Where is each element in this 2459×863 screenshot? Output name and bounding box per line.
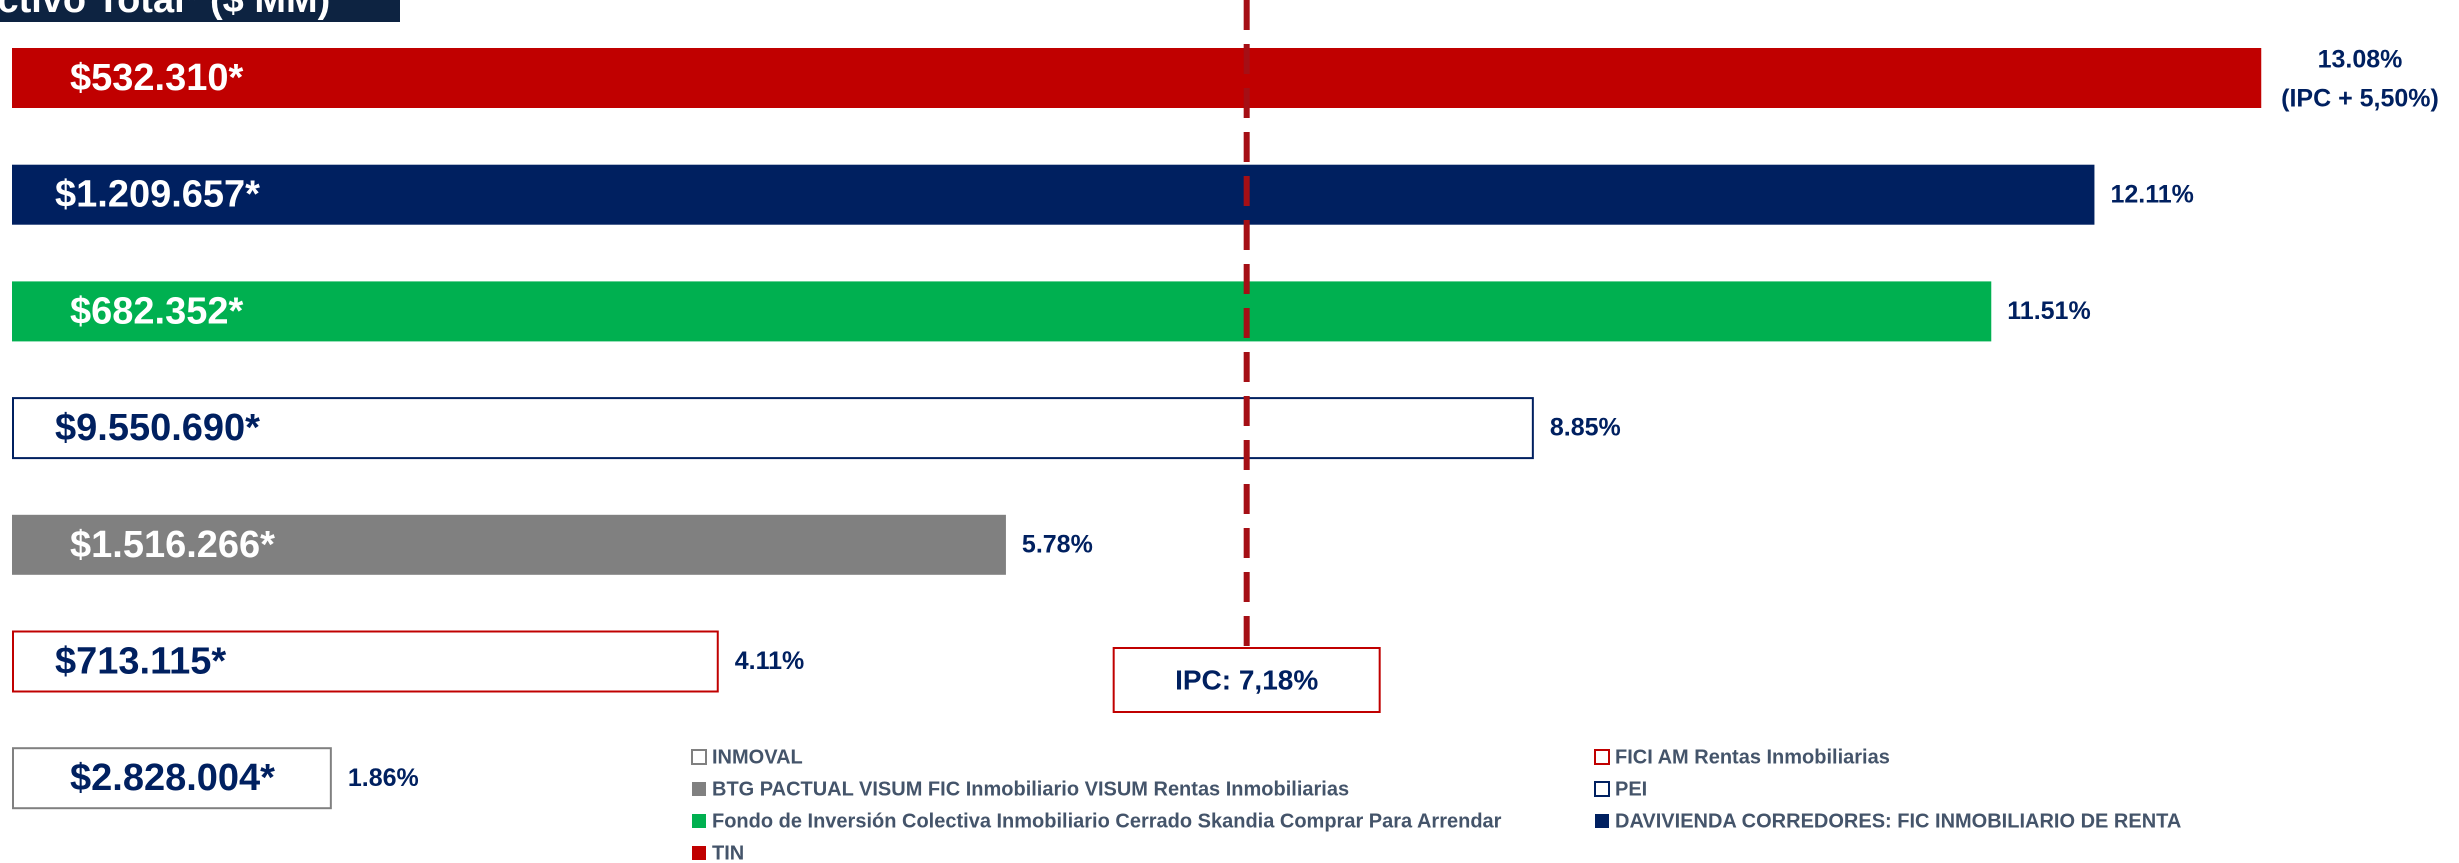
bar-label: $1.516.266* <box>70 524 275 566</box>
legend-label: DAVIVIENDA CORREDORES: FIC INMOBILIARIO … <box>1615 810 2181 832</box>
value-note: (IPC + 5,50%) <box>2281 85 2439 113</box>
value-label: 11.51% <box>2007 297 2090 325</box>
legend-label: BTG PACTUAL VISUM FIC Inmobiliario VISUM… <box>712 778 1349 800</box>
bar-label: $532.310* <box>70 57 243 99</box>
bar <box>12 514 1006 575</box>
legend-label: Fondo de Inversión Colectiva Inmobiliari… <box>712 810 1502 832</box>
reference-box <box>1112 647 1381 713</box>
legend-swatch <box>692 846 706 860</box>
bar-label: $9.550.690* <box>55 407 260 449</box>
value-label: 5.78% <box>1022 530 1093 558</box>
bar <box>12 630 719 693</box>
reference-label: IPC: 7,18% <box>1175 664 1318 695</box>
bar-label: $682.352* <box>70 290 243 332</box>
bar-label: $1.209.657* <box>55 174 260 216</box>
legend-label: FICI AM Rentas Inmobiliarias <box>1615 746 1890 768</box>
legend-label: INMOVAL <box>712 746 803 768</box>
value-label: 1.86% <box>348 764 419 792</box>
legend-swatch <box>692 782 706 796</box>
bar <box>12 397 1534 460</box>
value-label: 8.85% <box>1550 414 1621 442</box>
bar-label: $713.115* <box>55 641 226 683</box>
legend-swatch <box>692 814 706 828</box>
legend-label: PEI <box>1615 778 1647 800</box>
title-box <box>0 0 400 22</box>
value-label: 12.11% <box>2110 180 2193 208</box>
legend-swatch <box>1595 814 1609 828</box>
legend-swatch <box>1594 781 1610 797</box>
chart-title: Activo Total* ($ MM) <box>0 0 330 21</box>
bar <box>12 281 1992 342</box>
legend-label: TIN <box>712 842 744 863</box>
legend-swatch <box>691 749 707 765</box>
legend-swatch <box>1594 749 1610 765</box>
bar <box>12 48 2262 108</box>
bar-label: $2.828.004* <box>70 757 275 799</box>
value-label: 13.08% <box>2318 46 2403 74</box>
bar <box>12 747 332 810</box>
bar <box>12 164 2095 225</box>
value-label: 4.11% <box>735 647 805 675</box>
